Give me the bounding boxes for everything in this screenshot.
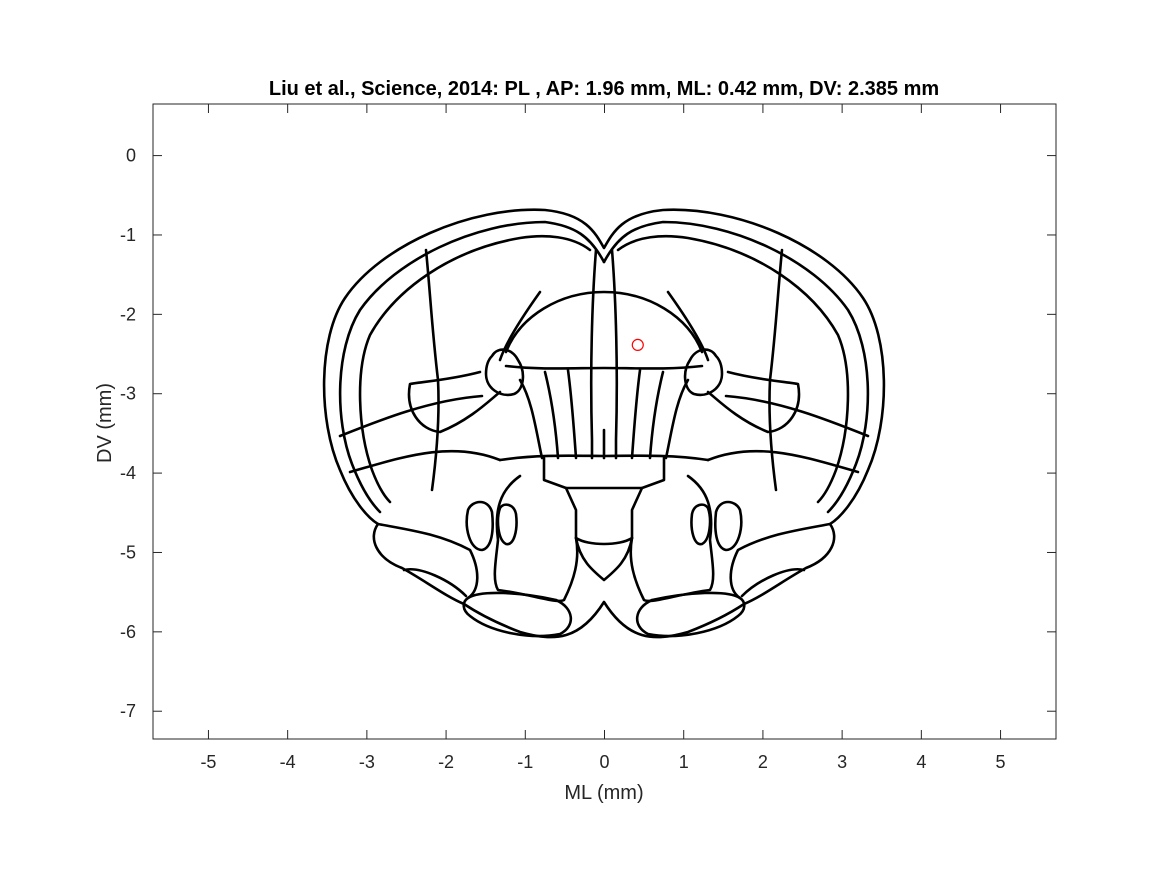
base-horizontal bbox=[498, 454, 710, 462]
x-tick-label: -5 bbox=[200, 752, 216, 772]
y-tick-label: -1 bbox=[120, 225, 136, 245]
lower-side-left bbox=[376, 522, 479, 600]
small-left-oval bbox=[465, 500, 494, 552]
brain-outer-contour bbox=[322, 208, 886, 639]
lower-side-right bbox=[729, 522, 832, 600]
axes: -5 -4 -3 -2 -1 0 1 2 3 4 5 0 -1 -2 -3 -4 -5 -6 -7 bbox=[120, 103, 1057, 772]
insular-line-left bbox=[407, 370, 502, 434]
hypo-top-left bbox=[542, 456, 568, 490]
diagonal-right-1 bbox=[724, 394, 870, 438]
fiber-r2 bbox=[648, 370, 665, 460]
x-tick-label: -4 bbox=[280, 752, 296, 772]
cortex-band-1-right bbox=[602, 220, 870, 514]
fiber-r3 bbox=[630, 368, 642, 460]
striatum-base bbox=[504, 364, 704, 370]
y-tick-label: -7 bbox=[120, 701, 136, 721]
lateral-line-right bbox=[666, 290, 710, 362]
brain-atlas-outline bbox=[322, 208, 886, 639]
x-tick-label: -2 bbox=[438, 752, 454, 772]
x-tick-label: -3 bbox=[359, 752, 375, 772]
diagonal-left-1 bbox=[338, 394, 484, 438]
striatum-dome bbox=[504, 290, 704, 354]
hypothalamus-box bbox=[564, 486, 644, 546]
arm-left bbox=[402, 568, 468, 598]
fiber-l1 bbox=[518, 378, 544, 460]
x-tick-label: 5 bbox=[996, 752, 1006, 772]
lower-left-lobe bbox=[493, 474, 579, 603]
ventricle-right bbox=[683, 348, 724, 397]
x-tick-label: 3 bbox=[837, 752, 847, 772]
hypo-top-right bbox=[640, 456, 666, 490]
bottom-lobe-left bbox=[462, 591, 573, 638]
y-tick-label: 0 bbox=[126, 146, 136, 166]
midline-right bbox=[610, 248, 619, 460]
diagonal-left-2 bbox=[348, 449, 502, 474]
target-point-marker bbox=[631, 338, 644, 352]
y-tick-label: -2 bbox=[120, 304, 136, 324]
arm-right bbox=[740, 568, 806, 598]
x-tick-label: 4 bbox=[916, 752, 926, 772]
ventricle-left bbox=[484, 348, 525, 397]
cortex-band-2 bbox=[358, 234, 592, 504]
lower-right-lobe bbox=[629, 474, 715, 603]
x-axis-label: ML (mm) bbox=[564, 782, 643, 804]
lower-center-split bbox=[574, 536, 634, 582]
fiber-l3 bbox=[566, 368, 578, 460]
cortex-band-1 bbox=[338, 220, 606, 514]
plot-frame bbox=[152, 103, 1057, 740]
lateral-line-left bbox=[498, 290, 542, 362]
small-right-oval-2 bbox=[690, 503, 712, 546]
small-left-oval-2 bbox=[496, 503, 518, 546]
diagonal-right-2 bbox=[706, 449, 860, 474]
y-tick-label: -3 bbox=[120, 384, 136, 404]
x-tick-label: 2 bbox=[758, 752, 768, 772]
fiber-l2 bbox=[543, 370, 560, 460]
midline-left bbox=[589, 248, 598, 460]
y-tick-label: -5 bbox=[120, 542, 136, 562]
y-tick-label: -6 bbox=[120, 622, 136, 642]
bottom-lobe-right bbox=[635, 591, 746, 638]
x-tick-label: -1 bbox=[517, 752, 533, 772]
cortex-band-2-right bbox=[616, 234, 850, 504]
insular-line-right bbox=[706, 370, 801, 434]
y-tick-label: -4 bbox=[120, 463, 136, 483]
x-tick-label: 1 bbox=[679, 752, 689, 772]
fiber-r1 bbox=[664, 378, 690, 460]
x-tick-label: 0 bbox=[599, 752, 609, 772]
chart-title: Liu et al., Science, 2014: PL , AP: 1.96… bbox=[269, 78, 939, 100]
small-right-oval bbox=[714, 500, 743, 552]
y-axis-label: DV (mm) bbox=[94, 383, 116, 463]
